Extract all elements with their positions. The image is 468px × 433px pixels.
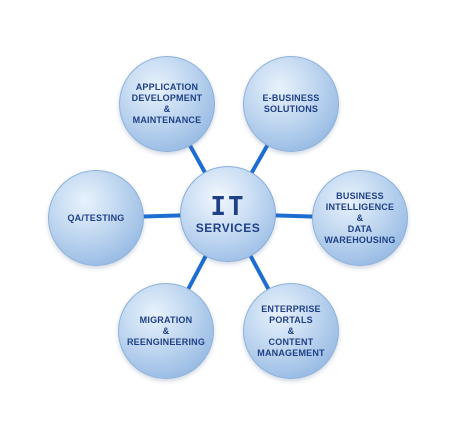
node-qa-testing: QA/TESTING bbox=[48, 170, 144, 266]
node-label-e-business: E-BUSINESS SOLUTIONS bbox=[262, 93, 320, 114]
center-subtitle: SERVICES bbox=[195, 221, 261, 235]
node-label-enterprise-portals: ENTERPRISE PORTALS & CONTENT MANAGEMENT bbox=[257, 303, 325, 358]
node-business-intelligence: BUSINESS INTELLIGENCE & DATA WAREHOUSING bbox=[312, 170, 408, 266]
node-application-development: APPLICATION DEVELOPMENT & MAINTENANCE bbox=[119, 56, 215, 152]
node-label-qa-testing: QA/TESTING bbox=[67, 212, 125, 223]
node-it-services-center: IT SERVICES bbox=[180, 166, 276, 262]
node-e-business: E-BUSINESS SOLUTIONS bbox=[243, 56, 339, 152]
node-label-migration: MIGRATION & REENGINEERING bbox=[126, 314, 206, 347]
node-label-application-development: APPLICATION DEVELOPMENT & MAINTENANCE bbox=[131, 82, 203, 125]
node-label-business-intelligence: BUSINESS INTELLIGENCE & DATA WAREHOUSING bbox=[324, 190, 396, 245]
node-migration: MIGRATION & REENGINEERING bbox=[118, 283, 214, 379]
node-enterprise-portals: ENTERPRISE PORTALS & CONTENT MANAGEMENT bbox=[243, 283, 339, 379]
center-label-group: IT SERVICES bbox=[196, 193, 260, 235]
center-title: IT bbox=[210, 192, 246, 222]
